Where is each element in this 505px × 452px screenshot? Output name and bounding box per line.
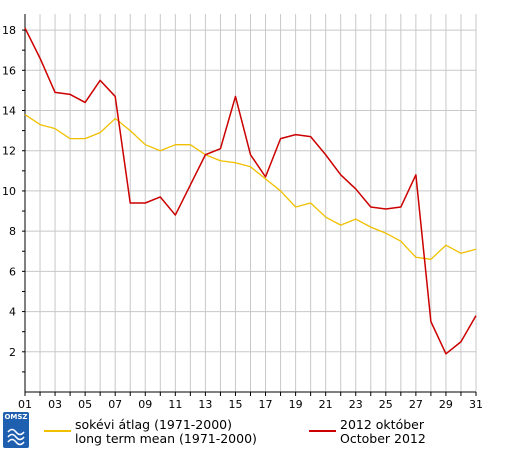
- x-tick-label: 09: [138, 398, 152, 410]
- legend-swatch-mean: [44, 430, 71, 432]
- x-axis-ticks: 01 03 05 07 09 11 13 15 17 19 21 23 25 27 29 31: [18, 392, 483, 410]
- legend-label-mean-hu: sokévi átlag (1971-2000): [75, 417, 232, 432]
- legend-label-2012-hu: 2012 október: [340, 417, 424, 432]
- x-tick-label: 31: [469, 398, 483, 410]
- x-tick-label: 07: [108, 398, 122, 410]
- x-tick-label: 05: [78, 398, 92, 410]
- y-tick-label: 6: [9, 265, 16, 278]
- y-tick-label: 18: [2, 24, 16, 37]
- logo-text: OMSZ: [4, 413, 28, 421]
- y-tick-label: 16: [2, 64, 16, 77]
- y-tick-label: 2: [9, 346, 16, 359]
- y-tick-label: 14: [2, 105, 16, 118]
- x-tick-label: 15: [228, 398, 242, 410]
- x-tick-label: 13: [198, 398, 212, 410]
- x-tick-label: 25: [379, 398, 393, 410]
- x-tick-label: 29: [439, 398, 453, 410]
- y-tick-label: 4: [9, 306, 16, 319]
- wave-icon: [7, 428, 25, 446]
- y-tick-label: 8: [9, 225, 16, 238]
- y-tick-label: 10: [2, 185, 16, 198]
- legend-label-2012-en: October 2012: [340, 431, 426, 446]
- x-tick-label: 01: [18, 398, 32, 410]
- x-tick-label: 21: [319, 398, 333, 410]
- x-tick-label: 11: [168, 398, 182, 410]
- series-lines: [24, 27, 477, 355]
- x-tick-label: 03: [48, 398, 62, 410]
- line-chart: 2 4 6 8 10 12 14 16 18 01 03 05 07 09 11 13 15 17 19 21 23 2…: [2, 14, 483, 410]
- omsz-logo: OMSZ: [3, 412, 29, 448]
- y-axis-ticks: 2 4 6 8 10 12 14 16 18: [2, 24, 25, 373]
- x-tick-label: 19: [289, 398, 303, 410]
- x-tick-label: 23: [349, 398, 363, 410]
- series-line-2012: [24, 27, 477, 355]
- x-tick-label: 27: [409, 398, 423, 410]
- series-line-mean: [24, 113, 477, 260]
- grid: [25, 14, 477, 392]
- legend-label-mean-en: long term mean (1971-2000): [75, 431, 257, 446]
- y-tick-label: 12: [2, 145, 16, 158]
- x-tick-label: 17: [259, 398, 273, 410]
- legend-swatch-2012: [309, 430, 336, 432]
- legend-item-2012: 2012 október October 2012: [340, 418, 426, 446]
- legend-item-mean: sokévi átlag (1971-2000) long term mean …: [75, 418, 257, 446]
